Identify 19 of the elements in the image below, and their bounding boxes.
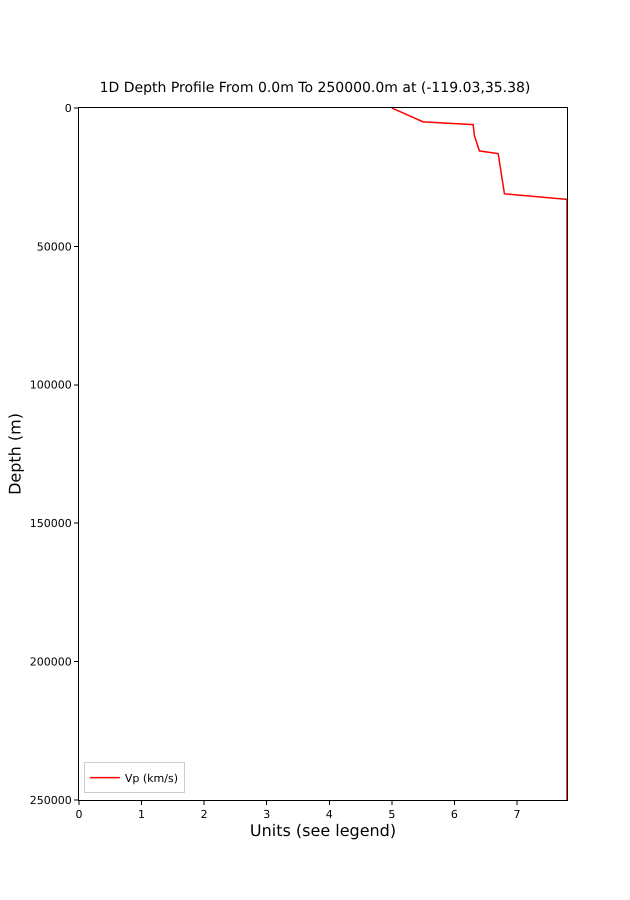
y-tick-label: 100000 <box>30 378 72 392</box>
y-tick-label: 250000 <box>30 794 72 807</box>
x-tick-label: 0 <box>76 808 82 822</box>
line-series <box>391 108 567 800</box>
x-tick-label: 2 <box>200 808 208 822</box>
x-tick-label: 5 <box>388 808 396 822</box>
x-tick-label: 4 <box>326 808 333 822</box>
y-tick-label: 50000 <box>36 240 72 254</box>
x-tick-label: 7 <box>513 808 520 822</box>
y-axis-title: Depth (m) <box>6 413 25 495</box>
y-tick-label: 150000 <box>30 517 72 530</box>
x-tick-label: 6 <box>450 808 458 822</box>
legend-label: Vp (km/s) <box>124 772 178 785</box>
y-tick-label: 200000 <box>30 655 72 668</box>
y-tick-label: 0 <box>64 102 72 115</box>
x-axis-title: Units (see legend) <box>250 821 396 840</box>
chart-title: 1D Depth Profile From 0.0m To 250000.0m at (-119.03,35.38) <box>100 80 530 96</box>
x-tick-label: 1 <box>138 808 146 822</box>
x-tick-label: 3 <box>263 808 270 822</box>
